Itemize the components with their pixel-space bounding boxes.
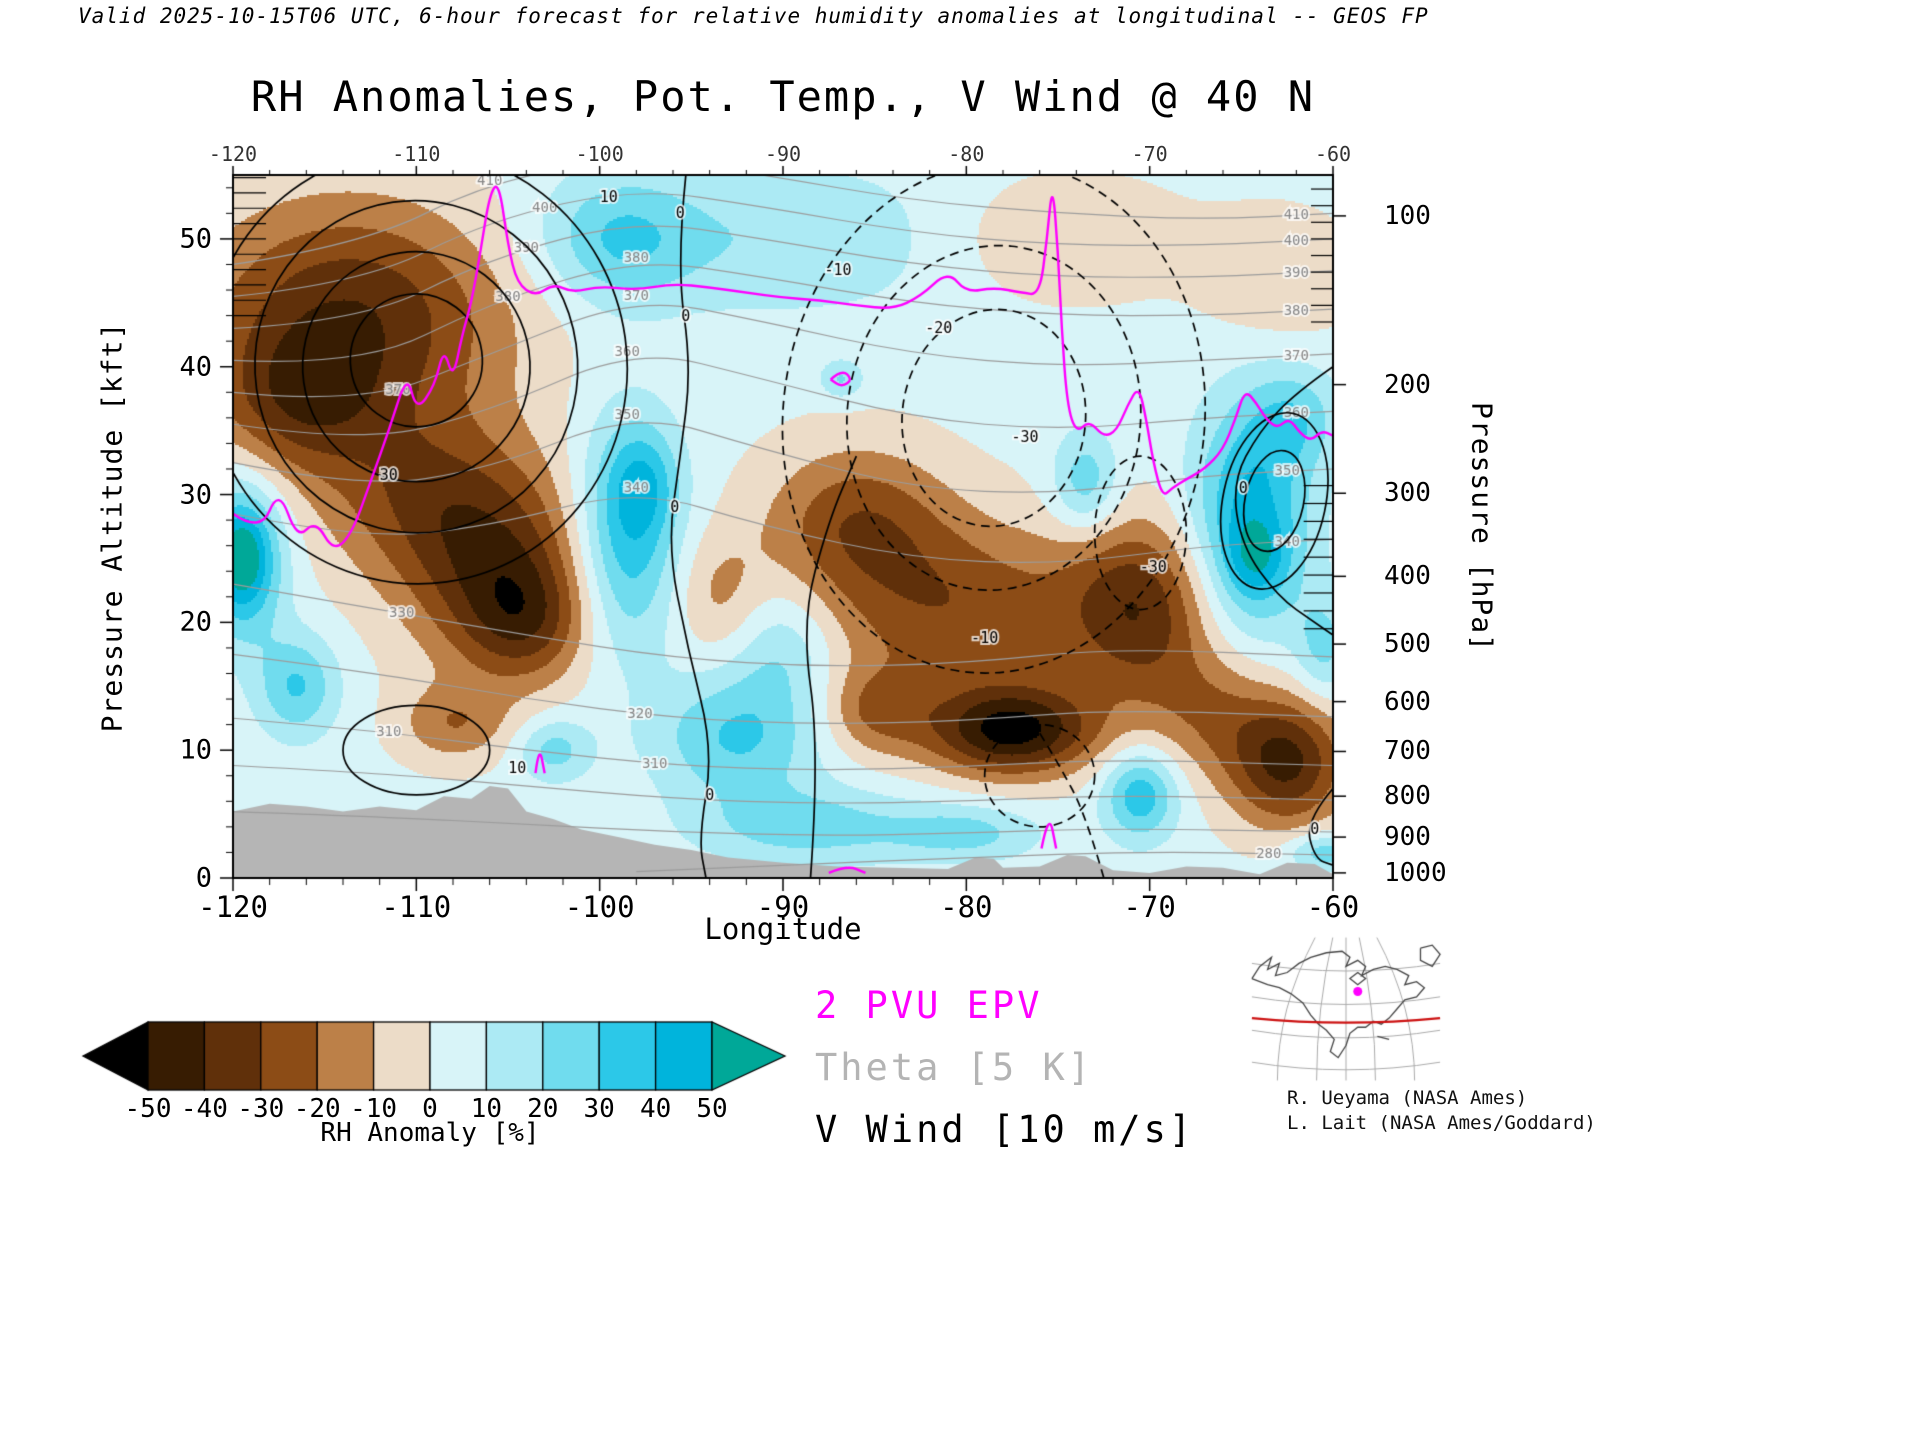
xt-tick-label: -60 — [1306, 890, 1360, 924]
legend-pvu: 2 PVU EPV — [815, 984, 1043, 1027]
yl-tick-label: 50 — [179, 223, 212, 255]
legend-vwind: V Wind [10 m/s] — [815, 1108, 1195, 1151]
cbt-tick-label: -40 — [180, 1094, 228, 1124]
xt-tick-label: -90 — [756, 890, 810, 924]
x-axis-label: Longitude — [704, 912, 862, 946]
credit-line-1: R. Ueyama (NASA Ames) — [1287, 1087, 1528, 1109]
yr-tick-label: 300 — [1384, 478, 1431, 509]
colorbar-label: RH Anomaly [%] — [320, 1118, 540, 1148]
xtt-tick-label: -120 — [208, 142, 258, 166]
cbt-tick-label: 50 — [696, 1094, 728, 1124]
y-axis-left-label: Pressure Altitude [kft] — [95, 321, 129, 733]
xt-tick-label: -110 — [381, 890, 452, 924]
cbt-tick-label: 30 — [583, 1094, 615, 1124]
xtt-tick-label: -60 — [1314, 142, 1352, 166]
yl-tick-label: 0 — [195, 862, 212, 894]
cbt-tick-label: -20 — [293, 1094, 341, 1124]
cbt-tick-label: 10 — [470, 1094, 503, 1124]
cbt-tick-label: 40 — [639, 1094, 672, 1124]
yr-tick-label: 500 — [1384, 629, 1431, 660]
cbt-tick-label: -10 — [350, 1094, 398, 1124]
xt-tick-label: -100 — [564, 890, 635, 924]
cbt-tick-label: -30 — [237, 1094, 285, 1124]
yr-tick-label: 1000 — [1384, 857, 1447, 888]
valid-time-line: Valid 2025-10-15T06 UTC, 6-hour forecast… — [78, 4, 1429, 28]
yl-tick-label: 10 — [179, 734, 212, 766]
xt-tick-label: -70 — [1123, 890, 1176, 924]
yl-tick-label: 40 — [179, 351, 212, 383]
yr-tick-label: 700 — [1384, 736, 1431, 767]
yr-tick-label: 800 — [1384, 781, 1431, 812]
xt-tick-label: -120 — [198, 890, 268, 924]
cbt-tick-label: -50 — [124, 1094, 172, 1124]
credit-line-2: L. Lait (NASA Ames/Goddard) — [1287, 1112, 1596, 1134]
yr-tick-label: 600 — [1384, 686, 1431, 717]
y-axis-right-label: Pressure [hPa] — [1465, 401, 1499, 653]
xtt-tick-label: -70 — [1131, 142, 1168, 166]
cbt-tick-label: 0 — [422, 1094, 438, 1124]
xtt-tick-label: -90 — [764, 142, 802, 166]
xtt-tick-label: -110 — [392, 142, 441, 166]
cbt-tick-label: 20 — [527, 1094, 559, 1124]
yl-tick-label: 30 — [179, 479, 212, 511]
xtt-tick-label: -80 — [948, 142, 985, 166]
legend-theta: Theta [5 K] — [815, 1046, 1094, 1089]
yr-tick-label: 400 — [1384, 561, 1431, 592]
chart-title: RH Anomalies, Pot. Temp., V Wind @ 40 N — [250, 72, 1316, 121]
yr-tick-label: 200 — [1384, 369, 1431, 400]
yl-tick-label: 20 — [179, 606, 212, 638]
credits: R. Ueyama (NASA Ames) L. Lait (NASA Ames… — [1287, 1086, 1596, 1136]
yr-tick-label: 900 — [1384, 822, 1431, 853]
yr-tick-label: 100 — [1384, 200, 1431, 231]
xtt-tick-label: -100 — [575, 142, 624, 166]
xt-tick-label: -80 — [940, 890, 993, 924]
